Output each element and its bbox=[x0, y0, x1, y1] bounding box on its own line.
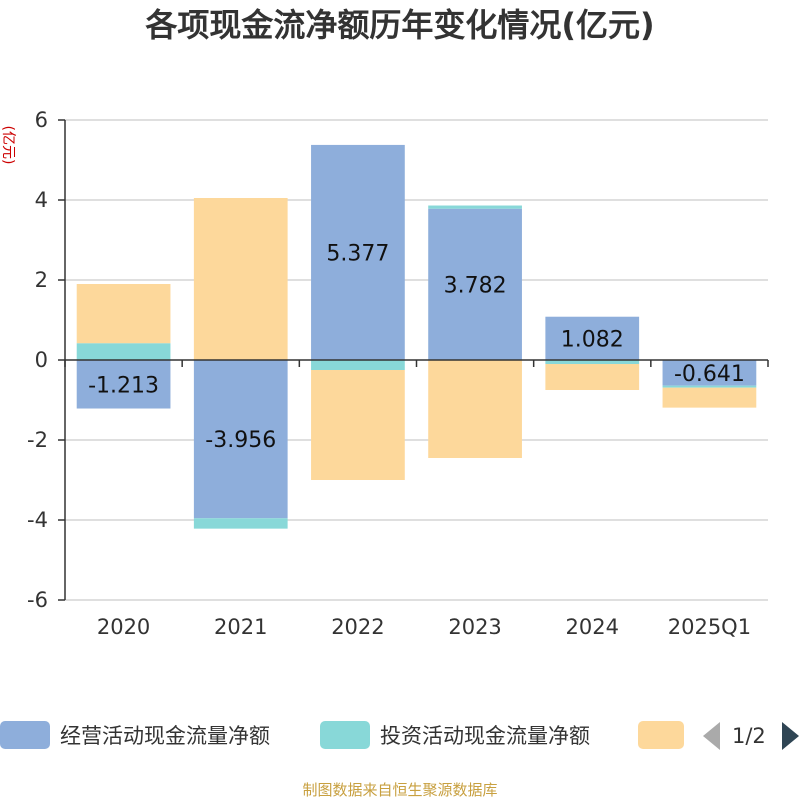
y-tick-label-4: 2 bbox=[35, 268, 48, 292]
y-tick-label-3: 0 bbox=[35, 348, 48, 372]
axes bbox=[58, 119, 769, 601]
legend-label-investing[interactable]: 投资活动现金流量净额 bbox=[380, 724, 590, 748]
data-label-2020: -1.213 bbox=[88, 373, 159, 398]
legend: 经营活动现金流量净额 投资活动现金流量净额 1/2 bbox=[0, 721, 799, 750]
bar-series0-2022[interactable] bbox=[311, 144, 405, 360]
bar-series2-2021[interactable] bbox=[193, 198, 288, 360]
bar-series2-2025Q1[interactable] bbox=[662, 387, 757, 408]
legend-page-indicator: 1/2 bbox=[732, 724, 766, 748]
bar-series1-2021[interactable] bbox=[193, 518, 288, 529]
bars bbox=[76, 144, 757, 529]
legend-swatch-operating[interactable] bbox=[0, 721, 50, 749]
data-label-2021: -3.956 bbox=[205, 428, 276, 453]
legend-label-operating[interactable]: 经营活动现金流量净额 bbox=[60, 724, 270, 748]
x-tick-label-2021: 2021 bbox=[214, 615, 267, 639]
y-axis-unit-label: (亿元) bbox=[0, 126, 16, 165]
bar-series2-2023[interactable] bbox=[428, 360, 522, 458]
legend-next-page-icon[interactable] bbox=[782, 722, 799, 750]
bar-series1-2022[interactable] bbox=[311, 360, 405, 370]
bar-series0-2025Q1[interactable] bbox=[662, 360, 757, 386]
y-tick-labels: -6 -4 -2 0 2 4 6 bbox=[27, 108, 48, 612]
legend-prev-page-icon[interactable] bbox=[703, 722, 720, 750]
bar-series1-2020[interactable] bbox=[76, 343, 171, 360]
y-tick-label-5: 4 bbox=[35, 188, 48, 212]
data-label-2022: 5.377 bbox=[326, 241, 389, 266]
y-tick-label-2: -2 bbox=[27, 428, 48, 452]
data-label-2025Q1: -0.641 bbox=[674, 362, 745, 387]
bar-series0-2023[interactable] bbox=[428, 208, 522, 360]
x-tick-label-2024: 2024 bbox=[566, 615, 619, 639]
x-tick-labels: 2020 2021 2022 2023 2024 2025Q1 bbox=[97, 615, 751, 639]
bar-series2-2024[interactable] bbox=[545, 364, 640, 390]
bar-series0-2024[interactable] bbox=[545, 316, 640, 360]
data-label-2024: 1.082 bbox=[561, 327, 624, 352]
legend-swatch-financing[interactable] bbox=[638, 721, 684, 749]
x-tick-label-2023: 2023 bbox=[448, 615, 501, 639]
grid-lines bbox=[65, 119, 768, 601]
data-source-note: 制图数据来自恒生聚源数据库 bbox=[302, 781, 497, 799]
y-tick-label-1: -4 bbox=[27, 508, 48, 532]
data-label-2023: 3.782 bbox=[444, 273, 507, 298]
y-tick-label-0: -6 bbox=[27, 588, 48, 612]
bar-series2-2020[interactable] bbox=[76, 284, 171, 344]
data-labels: -1.213 -3.956 5.377 3.782 1.082 -0.641 bbox=[88, 241, 745, 453]
y-tick-label-6: 6 bbox=[35, 108, 48, 132]
bar-series1-2024[interactable] bbox=[545, 360, 640, 364]
bar-series1-2025Q1[interactable] bbox=[662, 385, 757, 388]
bar-series1-2023[interactable] bbox=[428, 205, 522, 209]
bar-series0-2020[interactable] bbox=[76, 360, 171, 409]
x-tick-label-2020: 2020 bbox=[97, 615, 150, 639]
bar-series2-2022[interactable] bbox=[311, 370, 405, 480]
chart-title: 各项现金流净额历年变化情况(亿元) bbox=[145, 6, 654, 44]
legend-swatch-investing[interactable] bbox=[320, 721, 370, 749]
x-tick-label-2022: 2022 bbox=[331, 615, 384, 639]
x-tick-label-2025Q1: 2025Q1 bbox=[668, 615, 751, 639]
bar-series0-2021[interactable] bbox=[193, 360, 288, 519]
